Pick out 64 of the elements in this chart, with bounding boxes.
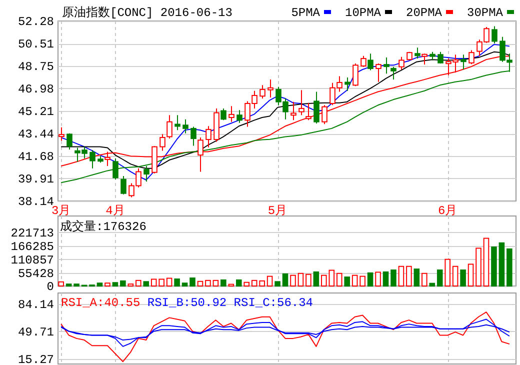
y-tick-label: 46.98 xyxy=(18,82,54,97)
candlestick xyxy=(268,79,274,98)
line-series xyxy=(60,312,510,362)
bar xyxy=(220,279,226,286)
series-label: RSI_B:50.92 xyxy=(147,296,227,310)
bar xyxy=(96,282,103,286)
y-tick-label: 84.14 xyxy=(18,298,54,312)
candlestick xyxy=(174,114,180,131)
chart-title: 成交量:176326 xyxy=(60,219,146,234)
bar xyxy=(382,271,389,286)
candlestick xyxy=(236,110,242,124)
y-tick-label: 48.75 xyxy=(18,60,54,74)
candlestick xyxy=(206,126,212,148)
bar xyxy=(313,271,320,286)
bar xyxy=(414,268,420,286)
x-tick-label: 4月 xyxy=(106,204,125,218)
candlestick xyxy=(228,106,234,122)
bar xyxy=(282,273,288,286)
bar xyxy=(491,246,497,286)
legend-label: 5PMA xyxy=(291,6,321,20)
series-label: RSI_C:56.34 xyxy=(234,296,314,310)
y-tick-label: 39.91 xyxy=(18,172,54,187)
x-tick-label: 5月 xyxy=(268,204,288,218)
y-tick-label: 110857 xyxy=(10,253,54,268)
y-tick-label: 166285 xyxy=(10,240,54,254)
bar xyxy=(390,270,396,286)
legend-label: 20PMA xyxy=(406,6,443,20)
bar xyxy=(436,270,443,286)
x-tick-label: 3月 xyxy=(51,204,71,218)
bar xyxy=(112,282,118,286)
y-tick-label: 45.21 xyxy=(18,105,54,120)
y-tick-label: 221713 xyxy=(10,226,54,240)
y-tick-label: 43.44 xyxy=(18,128,54,142)
bar xyxy=(274,281,280,286)
bar xyxy=(174,278,180,286)
bar xyxy=(143,281,150,286)
bar xyxy=(120,280,126,286)
line-series xyxy=(60,318,510,347)
candlestick xyxy=(384,57,390,74)
bar xyxy=(429,282,436,286)
y-tick-label: 15.27 xyxy=(18,353,54,365)
bar xyxy=(236,279,242,286)
y-tick-label: 41.68 xyxy=(18,150,54,164)
legend-label: 10PMA xyxy=(345,6,382,20)
bar xyxy=(506,248,512,286)
y-tick-label: 38.14 xyxy=(18,195,54,210)
bar xyxy=(190,278,196,286)
line-series xyxy=(60,324,510,341)
bar xyxy=(367,272,374,286)
y-tick-label: 0 xyxy=(46,280,54,294)
bar xyxy=(460,270,466,286)
chart-title: 原油指数[CONC] 2016-06-13 xyxy=(62,6,232,20)
candlestick xyxy=(460,54,466,70)
bar xyxy=(498,242,505,286)
x-tick-label: 6月 xyxy=(438,204,458,218)
bar xyxy=(344,276,350,286)
y-tick-label: 52.28 xyxy=(18,15,54,30)
bar xyxy=(182,282,188,286)
legend-label: 30PMA xyxy=(467,6,504,20)
candlestick xyxy=(290,101,296,121)
y-tick-label: 55428 xyxy=(18,266,54,281)
series-label: RSI_A:40.55 xyxy=(61,296,140,310)
y-tick-label: 50.51 xyxy=(18,38,54,52)
y-tick-label: 49.71 xyxy=(18,326,54,340)
